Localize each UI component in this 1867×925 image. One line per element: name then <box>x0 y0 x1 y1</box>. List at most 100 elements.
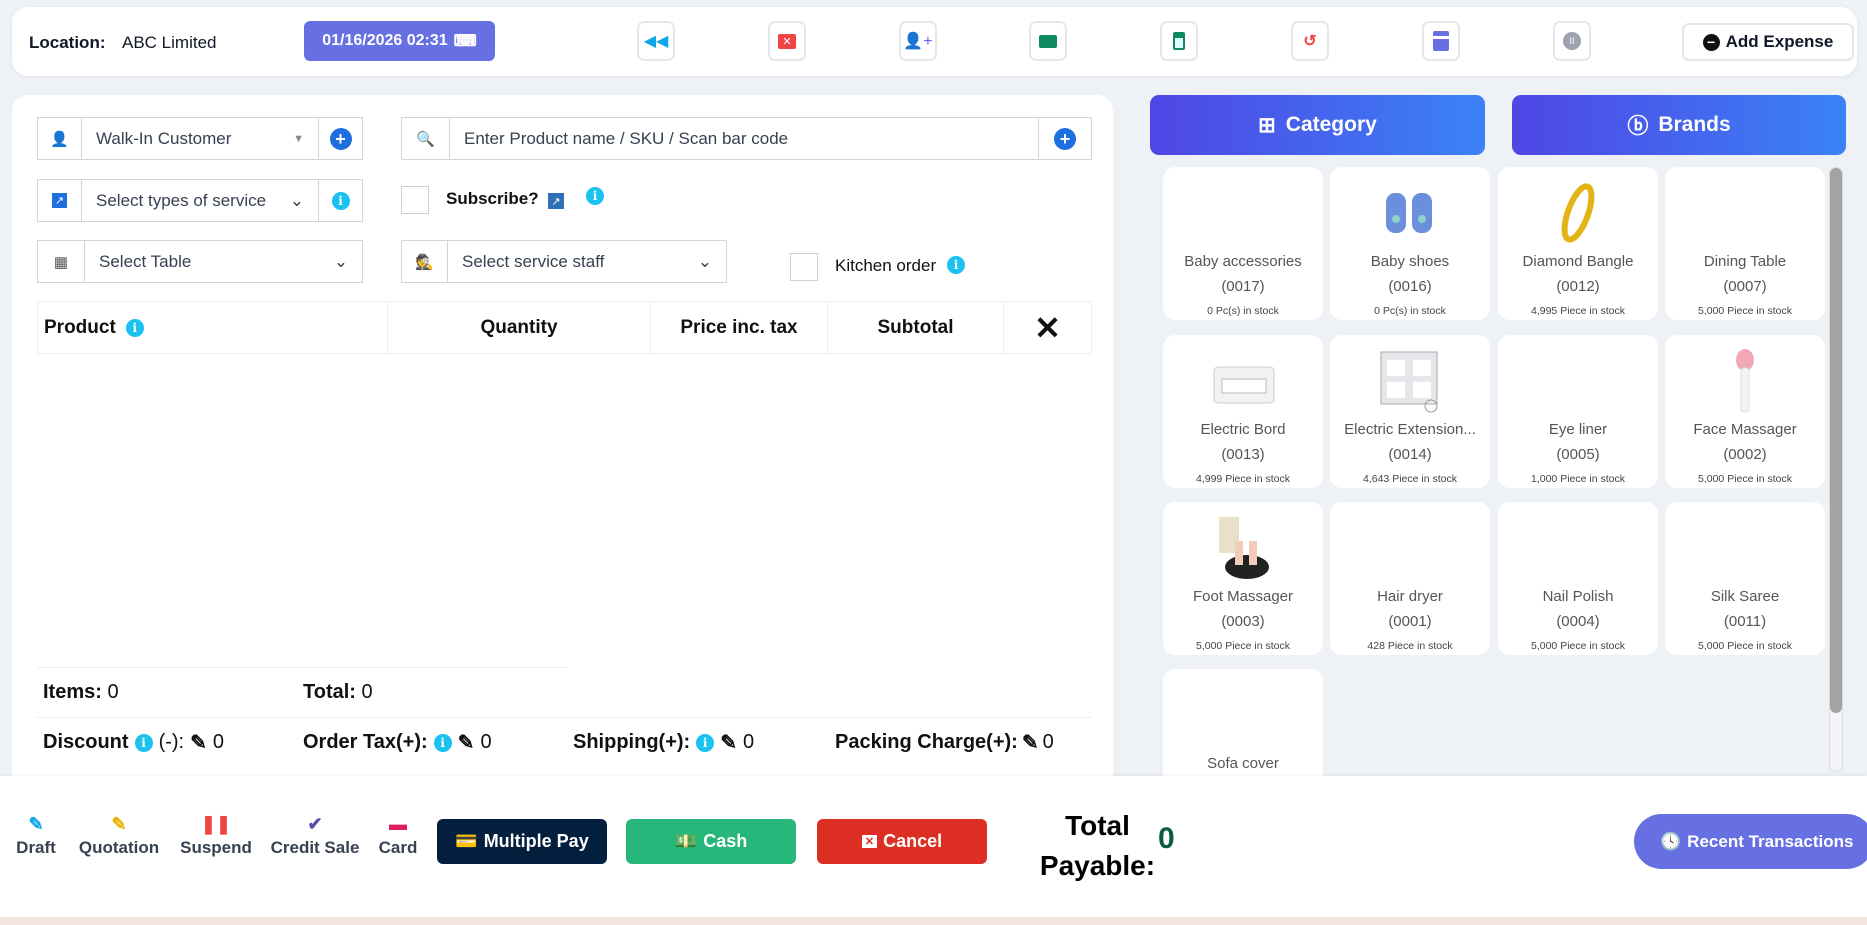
info-icon[interactable]: i <box>134 733 153 752</box>
product-card[interactable]: Diamond Bangle (0012) 4,995 Piece in sto… <box>1498 167 1658 320</box>
service-type-select[interactable]: Select types of service ⌄ <box>82 180 318 221</box>
product-image <box>1163 679 1323 751</box>
product-card[interactable]: Eye liner (0005) 1,000 Piece in stock <box>1498 335 1658 488</box>
add-expense-button[interactable]: − Add Expense <box>1682 23 1854 61</box>
edit-icon[interactable]: ✎ <box>720 732 737 754</box>
datetime-button[interactable]: 01/16/2026 02:31 ⌨ <box>304 21 495 61</box>
suspend-button[interactable]: ❚❚ Suspend <box>180 814 252 858</box>
multiple-pay-label: Multiple Pay <box>483 831 589 851</box>
return-button[interactable]: ↺ <box>1291 21 1329 61</box>
close-button[interactable]: ✕ <box>768 21 806 61</box>
suspended-sales-button[interactable]: II <box>1553 21 1591 61</box>
add-expense-label: Add Expense <box>1725 32 1834 51</box>
cancel-button[interactable]: ✕ Cancel <box>817 819 987 864</box>
cart-total: Total: 0 <box>303 681 373 704</box>
money-check-icon: 💳 <box>455 831 478 851</box>
card-reader-icon <box>1433 31 1449 51</box>
product-card[interactable]: Hair dryer (0001) 428 Piece in stock <box>1330 502 1490 655</box>
info-icon[interactable]: i <box>125 318 144 337</box>
scrollbar-thumb[interactable] <box>1830 168 1842 713</box>
total-payable-line2: Payable: <box>1039 850 1156 881</box>
product-name: Diamond Bangle <box>1522 253 1634 270</box>
product-image <box>1330 345 1490 417</box>
chevron-down-icon: ⌄ <box>289 190 304 210</box>
brands-button[interactable]: ⓑ Brands <box>1512 95 1846 155</box>
card-payment-button[interactable]: ▬ Card <box>379 814 418 858</box>
product-sku: (0017) <box>1221 278 1265 295</box>
datetime-text: 01/16/2026 02:31 <box>322 32 448 49</box>
info-icon[interactable]: i <box>696 733 715 752</box>
quotation-button[interactable]: ✎ Quotation <box>79 814 159 858</box>
product-stock: 0 Pc(s) in stock <box>1374 305 1446 317</box>
recent-transactions-label: Recent Transactions <box>1687 831 1854 851</box>
add-customer-button[interactable]: + <box>318 118 362 159</box>
cash-button[interactable]: 💵 Cash <box>626 819 796 864</box>
add-customer-button[interactable]: 👤+ <box>899 21 937 61</box>
kitchen-order-checkbox[interactable] <box>790 253 818 281</box>
edit-icon[interactable]: ✎ <box>190 732 207 754</box>
info-icon[interactable]: i <box>433 733 452 752</box>
info-icon[interactable]: i <box>947 256 965 274</box>
product-stock: 0 Pc(s) in stock <box>1207 305 1279 317</box>
info-icon: i <box>331 191 350 210</box>
calculator-button[interactable] <box>1160 21 1198 61</box>
product-card[interactable]: Electric Bord (0013) 4,999 Piece in stoc… <box>1163 335 1323 488</box>
register-details-button[interactable] <box>1029 21 1067 61</box>
category-button[interactable]: ⊞ Category <box>1150 95 1485 155</box>
product-card[interactable]: Baby shoes (0016) 0 Pc(s) in stock <box>1330 167 1490 320</box>
card-button[interactable] <box>1422 21 1460 61</box>
table-select[interactable]: Select Table ⌄ <box>85 241 362 282</box>
draft-button[interactable]: ✎ Draft <box>16 814 56 858</box>
cash-label: Cash <box>703 831 748 851</box>
product-sku: (0016) <box>1388 278 1432 295</box>
product-name: Dining Table <box>1703 253 1787 270</box>
table-icon: ▦ <box>38 241 85 282</box>
location-value: ABC Limited <box>122 33 217 52</box>
check-icon: ✔ <box>307 814 323 834</box>
add-user-icon: 👤+ <box>903 33 933 50</box>
edit-icon[interactable]: ✎ <box>457 732 475 754</box>
external-link-icon[interactable]: ↗ <box>548 193 564 209</box>
product-card[interactable]: Face Massager (0002) 5,000 Piece in stoc… <box>1665 335 1825 488</box>
plus-circle-icon: + <box>329 127 352 150</box>
service-staff-select[interactable]: Select service staff ⌄ <box>448 241 726 282</box>
edit-icon[interactable]: ✎ <box>1021 732 1039 754</box>
cancel-label: Cancel <box>883 831 943 851</box>
info-icon[interactable]: i <box>586 187 604 205</box>
close-icon: ✕ <box>861 835 878 848</box>
subscribe-checkbox[interactable] <box>401 186 429 214</box>
product-image <box>1163 512 1323 584</box>
clear-cart-button[interactable]: ✕ <box>1004 301 1092 354</box>
credit-card-icon: ▬ <box>388 814 407 834</box>
col-price: Price inc. tax <box>651 301 828 354</box>
edit-icon: ✎ <box>28 814 44 834</box>
product-name: Nail Polish <box>1542 588 1614 605</box>
product-card[interactable]: Silk Saree (0011) 5,000 Piece in stock <box>1665 502 1825 655</box>
brand-icon: ⓑ <box>1627 115 1649 138</box>
customer-select[interactable]: Walk-In Customer ▼ <box>82 118 318 159</box>
credit-sale-button[interactable]: ✔ Credit Sale <box>271 814 360 858</box>
briefcase-icon <box>1039 34 1057 48</box>
subscribe-label: Subscribe? <box>446 189 539 208</box>
go-back-button[interactable]: ◀◀ <box>637 21 675 61</box>
product-search-input[interactable]: Enter Product name / SKU / Scan bar code <box>464 128 789 148</box>
service-type-info[interactable]: i <box>318 180 362 221</box>
product-sku: (0012) <box>1556 278 1600 295</box>
total-payable-value: 0 <box>1158 822 1175 855</box>
product-stock: 5,000 Piece in stock <box>1698 305 1792 317</box>
product-card[interactable]: Nail Polish (0004) 5,000 Piece in stock <box>1498 502 1658 655</box>
location-label: Location: <box>29 33 106 52</box>
product-card[interactable]: Foot Massager (0003) 5,000 Piece in stoc… <box>1163 502 1323 655</box>
add-product-button[interactable]: + <box>1038 118 1091 159</box>
multiple-pay-button[interactable]: 💳 Multiple Pay <box>437 819 607 864</box>
product-card[interactable]: Baby accessories (0017) 0 Pc(s) in stock <box>1163 167 1323 320</box>
product-card[interactable]: Electric Extension... (0014) 4,643 Piece… <box>1330 335 1490 488</box>
product-card[interactable]: Dining Table (0007) 5,000 Piece in stock <box>1665 167 1825 320</box>
product-name: Face Massager <box>1693 421 1797 438</box>
discount-sign: (-): <box>158 731 185 753</box>
product-search-group: 🔍 Enter Product name / SKU / Scan bar co… <box>401 117 1092 160</box>
packing-row: Packing Charge(+): ✎ 0 <box>835 730 1054 755</box>
product-scrollbar[interactable] <box>1829 167 1843 772</box>
recent-transactions-button[interactable]: 🕓 Recent Transactions <box>1634 814 1867 869</box>
product-card[interactable]: Sofa cover <box>1163 669 1323 776</box>
